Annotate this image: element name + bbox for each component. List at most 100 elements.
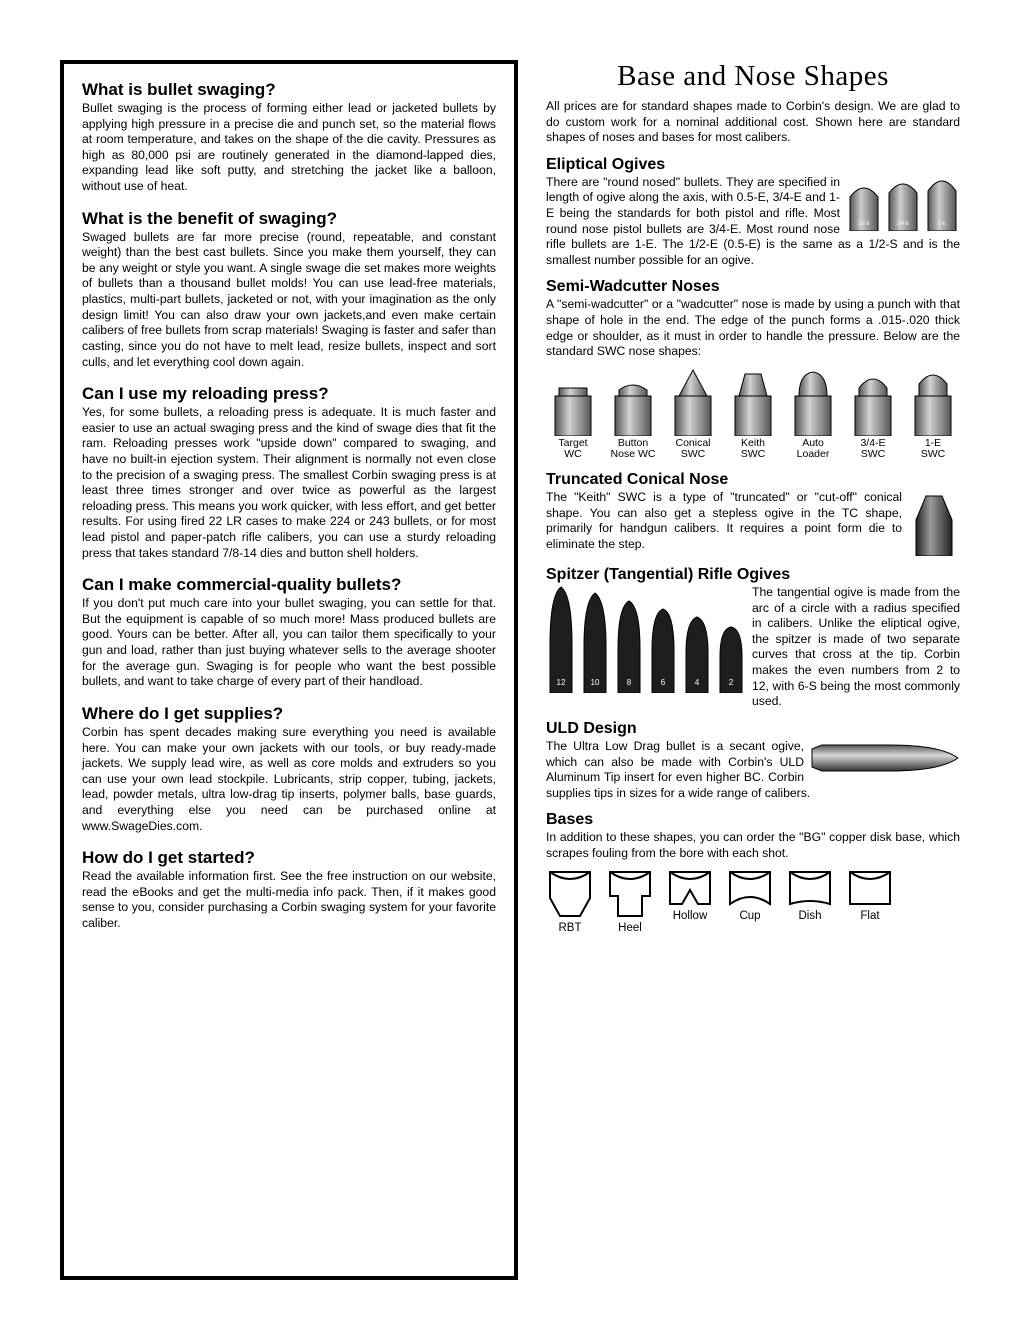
swc-shape-6 xyxy=(909,366,957,436)
bullet-eliptical-1: 1/2-E xyxy=(846,175,882,231)
swc-label-5b: SWC xyxy=(861,448,886,460)
base-shape-2 xyxy=(666,868,714,908)
swc-item-1: ButtonNose WC xyxy=(606,364,660,461)
eliptical-heading: Eliptical Ogives xyxy=(546,156,960,174)
q5-para: Corbin has spent decades making sure eve… xyxy=(82,725,496,834)
left-column: What is bullet swaging? Bullet swaging i… xyxy=(60,60,518,1280)
q3-para: Yes, for some bullets, a reloading press… xyxy=(82,405,496,561)
swc-row: TargetWC ButtonNose WC ConicalSWC KeithS… xyxy=(546,364,960,461)
eliptical-images: 1/2-E 3/4-E 1-E xyxy=(846,175,960,231)
q6-para: Read the available information first. Se… xyxy=(82,869,496,931)
tc-image xyxy=(908,490,960,556)
base-item-3: Cup xyxy=(726,868,774,922)
spitzer-5: 2 xyxy=(716,625,746,693)
uld-image xyxy=(810,739,960,777)
bullet-eliptical-2: 3/4-E xyxy=(885,175,921,231)
right-column: Base and Nose Shapes All prices are for … xyxy=(546,60,960,1280)
tc-block: The "Keith" SWC is a type of "truncated"… xyxy=(546,490,960,556)
swc-shape-0 xyxy=(549,366,597,436)
swc-item-5: 3/4-ESWC xyxy=(846,364,900,461)
svg-text:6: 6 xyxy=(661,678,666,687)
spitzer-2: 8 xyxy=(614,599,644,693)
bases-para: In addition to these shapes, you can ord… xyxy=(546,830,960,861)
spitzer-bullets: 12 10 8 6 4 2 xyxy=(546,585,746,693)
base-label-0: RBT xyxy=(546,922,594,934)
swc-shape-1 xyxy=(609,366,657,436)
swc-heading: Semi-Wadcutter Noses xyxy=(546,278,960,296)
spitzer-block: 12 10 8 6 4 2 The tangential ogive is ma… xyxy=(546,585,960,710)
eliptical-block: 1/2-E 3/4-E 1-E There are "round nosed" … xyxy=(546,175,960,269)
main-title: Base and Nose Shapes xyxy=(546,60,960,93)
swc-label-4b: Loader xyxy=(797,448,830,460)
svg-text:12: 12 xyxy=(557,678,566,687)
tc-heading: Truncated Conical Nose xyxy=(546,471,960,489)
intro-para: All prices are for standard shapes made … xyxy=(546,99,960,146)
swc-label-2a: Conical xyxy=(675,437,710,449)
swc-label-6a: 1-E xyxy=(925,437,941,449)
svg-text:10: 10 xyxy=(591,678,600,687)
swc-item-3: KeithSWC xyxy=(726,364,780,461)
swc-label-6b: SWC xyxy=(921,448,946,460)
uld-heading: ULD Design xyxy=(546,720,960,738)
base-shape-4 xyxy=(786,868,834,908)
swc-label-4a: Auto xyxy=(802,437,824,449)
base-label-1: Heel xyxy=(606,922,654,934)
base-shape-5 xyxy=(846,868,894,908)
q1-para: Bullet swaging is the process of forming… xyxy=(82,101,496,195)
base-item-4: Dish xyxy=(786,868,834,922)
swc-shape-2 xyxy=(669,366,717,436)
q4-para: If you don't put much care into your bul… xyxy=(82,596,496,690)
base-item-2: Hollow xyxy=(666,868,714,922)
q3-heading: Can I use my reloading press? xyxy=(82,384,496,404)
swc-label-0b: WC xyxy=(564,448,582,460)
svg-text:2: 2 xyxy=(729,678,734,687)
base-item-5: Flat xyxy=(846,868,894,922)
swc-label-2b: SWC xyxy=(681,448,706,460)
bases-row: RBT Heel Hollow Cup Dish Flat xyxy=(546,868,960,934)
uld-block: The Ultra Low Drag bullet is a secant og… xyxy=(546,739,960,801)
base-label-5: Flat xyxy=(846,910,894,922)
q2-para: Swaged bullets are far more precise (rou… xyxy=(82,230,496,370)
spitzer-heading: Spitzer (Tangential) Rifle Ogives xyxy=(546,566,960,584)
q6-heading: How do I get started? xyxy=(82,848,496,868)
spitzer-4: 4 xyxy=(682,615,712,693)
page: What is bullet swaging? Bullet swaging i… xyxy=(60,60,960,1280)
swc-item-6: 1-ESWC xyxy=(906,364,960,461)
spitzer-3: 6 xyxy=(648,607,678,693)
swc-label-0a: Target xyxy=(558,437,587,449)
tc-para: The "Keith" SWC is a type of "truncated"… xyxy=(546,490,960,552)
base-item-0: RBT xyxy=(546,868,594,934)
bullet-eliptical-3: 1-E xyxy=(924,175,960,231)
svg-text:3/4-E: 3/4-E xyxy=(897,221,910,227)
spitzer-para: The tangential ogive is made from the ar… xyxy=(752,585,960,710)
swc-shape-3 xyxy=(729,366,777,436)
swc-label-3b: SWC xyxy=(741,448,766,460)
swc-label-1a: Button xyxy=(618,437,648,449)
q5-heading: Where do I get supplies? xyxy=(82,704,496,724)
swc-item-2: ConicalSWC xyxy=(666,364,720,461)
swc-item-0: TargetWC xyxy=(546,364,600,461)
swc-item-4: AutoLoader xyxy=(786,364,840,461)
base-label-2: Hollow xyxy=(666,910,714,922)
q4-heading: Can I make commercial-quality bullets? xyxy=(82,575,496,595)
svg-text:1-E: 1-E xyxy=(938,221,946,227)
base-shape-1 xyxy=(606,868,654,920)
svg-text:8: 8 xyxy=(627,678,632,687)
base-shape-0 xyxy=(546,868,594,920)
swc-shape-4 xyxy=(789,366,837,436)
spitzer-1: 10 xyxy=(580,591,610,693)
svg-text:1/2-E: 1/2-E xyxy=(858,221,871,227)
swc-para: A "semi-wadcutter" or a "wadcutter" nose… xyxy=(546,297,960,359)
base-item-1: Heel xyxy=(606,868,654,934)
swc-label-1b: Nose WC xyxy=(611,448,656,460)
swc-label-5a: 3/4-E xyxy=(860,437,885,449)
bases-heading: Bases xyxy=(546,811,960,829)
spitzer-0: 12 xyxy=(546,585,576,693)
base-shape-3 xyxy=(726,868,774,908)
q2-heading: What is the benefit of swaging? xyxy=(82,209,496,229)
base-label-4: Dish xyxy=(786,910,834,922)
base-label-3: Cup xyxy=(726,910,774,922)
q1-heading: What is bullet swaging? xyxy=(82,80,496,100)
swc-label-3a: Keith xyxy=(741,437,765,449)
svg-text:4: 4 xyxy=(695,678,700,687)
